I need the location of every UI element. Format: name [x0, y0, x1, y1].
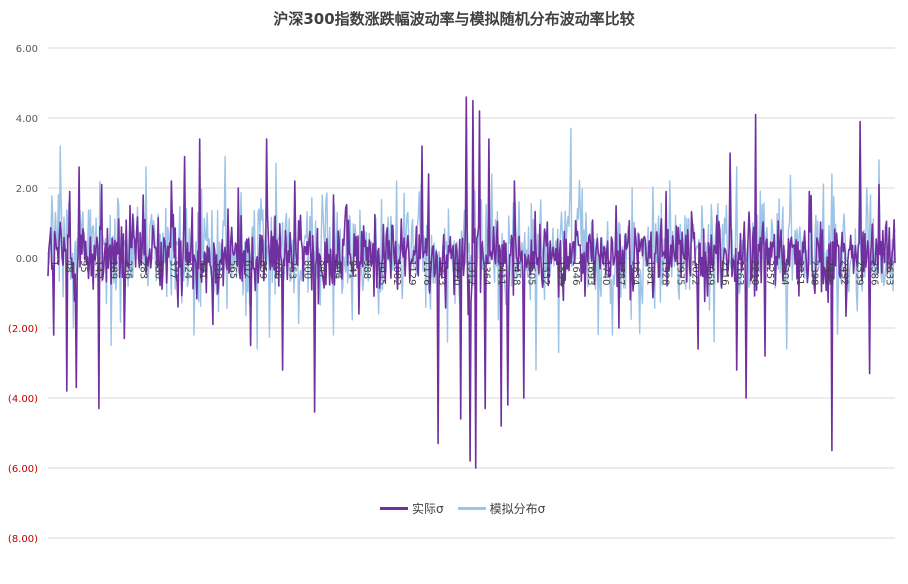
x-tick-label: 847	[317, 260, 328, 279]
x-tick-label: 2351	[794, 260, 805, 285]
x-tick-label: 2492	[839, 260, 850, 285]
x-tick-label: 2304	[779, 260, 790, 285]
x-tick-label: 471	[197, 260, 208, 279]
x-tick-label: 2398	[809, 260, 820, 285]
x-tick-label: 2539	[853, 260, 864, 285]
x-tick-label: 48	[63, 260, 74, 273]
y-tick-label: (6.00)	[8, 464, 38, 475]
x-tick-label: 1928	[660, 260, 671, 285]
x-tick-label: 706	[272, 260, 283, 279]
x-tick-label: 565	[227, 260, 238, 279]
x-tick-label: 2633	[883, 260, 894, 285]
chart-title: 沪深300指数涨跌幅波动率与模拟随机分布波动率比较	[273, 10, 635, 28]
x-tick-label: 518	[212, 260, 223, 279]
x-tick-label: 2069	[704, 260, 715, 285]
x-tick-label: 1552	[540, 260, 551, 285]
x-tick-label: 1	[48, 260, 59, 266]
x-tick-label: 1317	[466, 260, 477, 285]
x-tick-label: 659	[257, 260, 268, 279]
x-tick-label: 1740	[600, 260, 611, 285]
x-tick-label: 1693	[585, 260, 596, 285]
legend: 实际σ 模拟分布σ	[380, 499, 559, 517]
series-line-actual	[47, 96, 896, 469]
x-tick-label: 424	[182, 260, 193, 279]
x-tick-label: 2586	[868, 260, 879, 285]
y-axis-ticks: 6.00 4.00 2.00 0.00 (2.00) (4.00) (6.00) (8.00)	[8, 44, 38, 545]
legend-item: 模拟分布σ	[457, 500, 546, 517]
x-tick-label: 1035	[376, 260, 387, 285]
x-tick-label: 1223	[436, 260, 447, 285]
x-tick-label: 1787	[615, 260, 626, 285]
x-tick-label: 894	[331, 260, 342, 279]
x-tick-label: 189	[108, 260, 119, 279]
legend-label: 实际σ	[412, 502, 444, 516]
x-tick-label: 1270	[451, 260, 462, 285]
series-lines	[47, 96, 896, 469]
x-tick-label: 1599	[555, 260, 566, 285]
x-tick-label: 2022	[689, 260, 700, 285]
x-tick-label: 1082	[391, 260, 402, 285]
x-tick-label: 753	[287, 260, 298, 279]
x-tick-label: 142	[93, 260, 104, 279]
x-tick-label: 1176	[421, 260, 432, 285]
y-tick-label: 2.00	[16, 184, 38, 195]
x-tick-label: 377	[167, 260, 178, 279]
x-tick-label: 1129	[406, 260, 417, 285]
x-tick-label: 1881	[645, 260, 656, 285]
x-tick-label: 2210	[749, 260, 760, 285]
x-tick-label: 1505	[525, 260, 536, 285]
x-tick-label: 988	[361, 260, 372, 279]
x-tick-label: 1458	[510, 260, 521, 285]
x-tick-label: 612	[242, 260, 253, 279]
x-tick-label: 800	[302, 260, 313, 279]
x-tick-label: 1364	[481, 260, 492, 285]
x-tick-label: 1975	[674, 260, 685, 285]
y-tick-label: 6.00	[16, 44, 38, 55]
x-tick-label: 1834	[630, 260, 641, 285]
x-tick-label: 2445	[824, 260, 835, 285]
x-tick-label: 330	[152, 260, 163, 279]
legend-swatch	[457, 507, 486, 510]
x-tick-label: 95	[78, 260, 89, 273]
y-tick-label: (2.00)	[8, 324, 38, 335]
x-tick-label: 1646	[570, 260, 581, 285]
legend-swatch	[380, 507, 408, 510]
x-tick-label: 2163	[734, 260, 745, 285]
x-tick-label: 941	[346, 260, 357, 279]
x-tick-label: 2116	[719, 260, 730, 285]
y-tick-label: (8.00)	[8, 534, 38, 545]
y-tick-label: 0.00	[16, 254, 38, 265]
x-axis-ticks: 1 48 95 142 189 236 283 330 377 424 471 518 565 612 65…	[48, 260, 894, 285]
x-tick-label: 1411	[496, 260, 507, 285]
y-tick-label: (4.00)	[8, 394, 38, 405]
x-tick-label: 2257	[764, 260, 775, 285]
y-tick-label: 4.00	[16, 114, 38, 125]
x-tick-label: 283	[138, 260, 149, 279]
legend-item: 实际σ	[380, 500, 444, 517]
x-tick-label: 236	[123, 260, 134, 279]
legend-label: 模拟分布σ	[489, 502, 546, 516]
